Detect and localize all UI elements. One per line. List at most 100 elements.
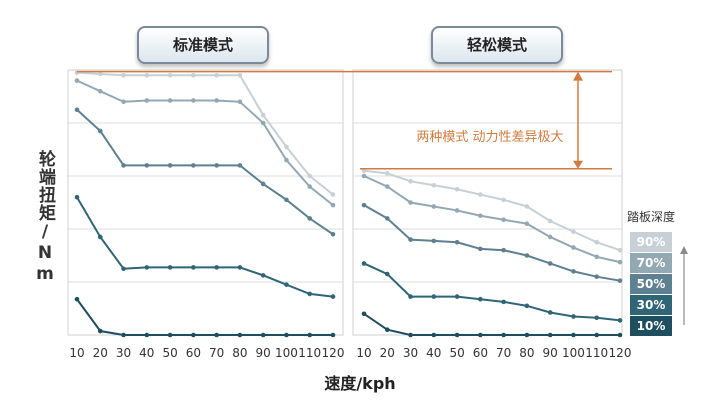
data-point xyxy=(571,269,576,274)
data-point xyxy=(284,144,289,150)
data-point xyxy=(547,218,553,224)
series-line-10 xyxy=(363,312,620,336)
data-point xyxy=(237,99,243,105)
data-point xyxy=(74,107,80,113)
data-point xyxy=(594,315,600,321)
x-tick-label: 100 xyxy=(562,346,585,360)
x-tick-label: 110 xyxy=(298,346,321,360)
data-point xyxy=(431,332,437,338)
data-point xyxy=(384,216,390,221)
data-point xyxy=(617,278,623,283)
data-point xyxy=(408,332,413,338)
data-point xyxy=(167,163,173,168)
data-point xyxy=(594,274,600,280)
data-point xyxy=(260,112,266,118)
y-axis-label: 轮端扭矩/Nm xyxy=(35,150,55,285)
annotation-text: 两种模式 动力性差异极大 xyxy=(416,130,563,145)
data-point xyxy=(260,120,266,126)
data-point xyxy=(284,282,289,287)
data-point xyxy=(384,327,390,333)
data-point xyxy=(524,253,530,258)
data-point xyxy=(144,332,150,338)
data-point xyxy=(167,332,173,338)
data-point xyxy=(307,184,313,189)
data-point xyxy=(307,173,313,179)
data-point xyxy=(330,294,336,299)
data-point xyxy=(74,78,80,83)
data-point xyxy=(547,261,553,266)
data-point xyxy=(214,332,219,338)
data-point xyxy=(214,98,219,103)
data-point xyxy=(361,202,367,208)
data-point xyxy=(167,98,173,103)
data-point xyxy=(97,128,103,134)
data-point xyxy=(307,216,313,221)
data-point xyxy=(167,73,173,78)
data-point xyxy=(501,217,506,223)
data-point xyxy=(501,299,506,305)
x-tick-label: 10 xyxy=(356,346,371,360)
x-tick-label: 10 xyxy=(69,346,84,360)
data-point xyxy=(74,296,80,302)
x-tick-label: 110 xyxy=(585,346,608,360)
data-point xyxy=(617,259,623,265)
data-point xyxy=(361,261,367,266)
data-point xyxy=(191,73,196,78)
x-tick-label: 70 xyxy=(209,346,224,360)
data-point xyxy=(478,296,483,302)
data-point xyxy=(524,221,530,226)
data-point xyxy=(307,332,313,338)
x-tick-label: 70 xyxy=(496,346,511,360)
data-point xyxy=(617,318,623,323)
data-point xyxy=(454,208,460,213)
data-point xyxy=(617,247,623,253)
x-tick-label: 50 xyxy=(162,346,177,360)
data-point xyxy=(330,232,336,237)
series-line-30 xyxy=(363,262,621,322)
data-point xyxy=(330,192,336,197)
data-point xyxy=(361,168,367,173)
series-line-10 xyxy=(76,298,333,336)
data-point xyxy=(384,271,390,277)
data-point xyxy=(408,179,413,184)
data-point xyxy=(408,200,413,205)
data-point xyxy=(191,265,196,270)
data-point xyxy=(524,332,530,338)
data-point xyxy=(547,234,553,240)
data-point xyxy=(361,173,367,179)
data-point xyxy=(237,332,243,338)
data-point xyxy=(237,163,243,168)
data-point xyxy=(214,73,219,78)
x-tick-label: 50 xyxy=(449,346,464,360)
x-axis-label: 速度/kph xyxy=(324,374,396,393)
data-point xyxy=(284,157,289,163)
data-point xyxy=(191,163,196,168)
arrow-head-up xyxy=(573,71,583,81)
panel-frame xyxy=(352,69,623,336)
data-point xyxy=(547,310,553,315)
x-tick-label: 120 xyxy=(609,346,632,360)
data-point xyxy=(260,273,266,278)
x-tick-label: 60 xyxy=(186,346,201,360)
series-line-50 xyxy=(76,109,334,236)
data-point xyxy=(214,265,219,270)
data-point xyxy=(97,234,103,240)
data-point xyxy=(214,163,219,168)
data-point xyxy=(121,163,126,168)
data-point xyxy=(97,88,103,94)
data-point xyxy=(524,204,530,209)
series-line-70 xyxy=(363,175,621,264)
data-point xyxy=(361,311,367,317)
data-point xyxy=(237,265,243,270)
data-point xyxy=(478,213,483,219)
arrow-head-down xyxy=(573,160,583,169)
data-point xyxy=(121,266,126,272)
x-tick-label: 20 xyxy=(380,346,395,360)
data-point xyxy=(431,238,437,244)
legend-arrow-head xyxy=(680,246,688,254)
data-point xyxy=(167,265,173,270)
data-point xyxy=(431,204,437,209)
mode-label-relaxed: 轻松模式 xyxy=(431,26,563,64)
data-point xyxy=(330,202,336,208)
